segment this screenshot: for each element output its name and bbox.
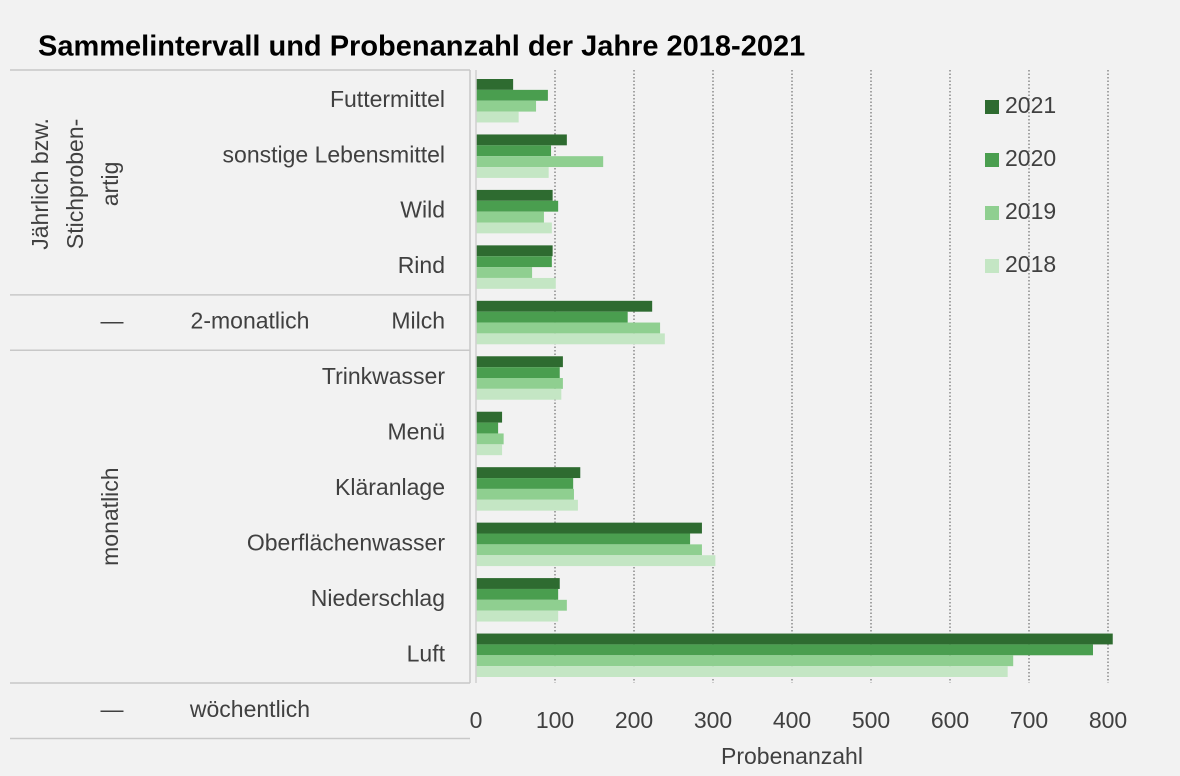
bar	[476, 499, 578, 511]
bar	[476, 655, 1014, 667]
group-label: 2-monatlich	[191, 308, 310, 334]
bar	[476, 100, 537, 112]
bar	[476, 367, 560, 378]
bar	[476, 555, 716, 567]
bar	[476, 222, 552, 234]
bar	[476, 145, 552, 157]
bar	[476, 488, 574, 500]
bar	[476, 544, 702, 556]
legend-swatch	[985, 206, 999, 220]
bar	[476, 89, 548, 101]
bar	[476, 322, 661, 334]
group-label: monatlich	[97, 467, 123, 565]
bar	[476, 111, 519, 123]
category-label: Menü	[387, 419, 445, 445]
chart-title: Sammelintervall und Probenanzahl der Jah…	[38, 31, 805, 63]
x-tick-label: 400	[773, 707, 811, 733]
x-tick-label: 200	[615, 707, 653, 733]
bar	[476, 633, 1113, 645]
bar	[476, 245, 553, 257]
category-label: Niederschlag	[311, 585, 445, 611]
category-label: sonstige Lebensmittel	[223, 141, 445, 167]
bar	[476, 644, 1093, 656]
group-dash: —	[101, 696, 124, 722]
bar	[476, 79, 514, 90]
legend-swatch	[985, 100, 999, 114]
bar	[476, 522, 702, 534]
x-tick-label: 0	[470, 707, 483, 733]
group-dash: —	[101, 308, 124, 334]
bar	[476, 356, 563, 368]
bar	[476, 467, 581, 479]
bar	[476, 378, 563, 389]
category-label: Rind	[398, 252, 445, 278]
group-label: wöchentlich	[189, 696, 310, 722]
bar	[476, 666, 1008, 677]
legend-label: 2020	[1005, 145, 1056, 171]
bar	[476, 588, 559, 600]
bar	[476, 578, 560, 589]
bar	[476, 599, 567, 611]
x-tick-label: 100	[536, 707, 574, 733]
bar	[476, 167, 549, 178]
legend-label: 2021	[1005, 92, 1056, 118]
category-label: Wild	[400, 197, 445, 223]
bar	[476, 277, 556, 289]
category-label: Oberflächenwasser	[247, 529, 445, 555]
bar	[476, 189, 553, 201]
bar	[476, 267, 533, 278]
category-label: Milch	[391, 308, 445, 334]
category-label: Luft	[407, 640, 446, 666]
bar	[476, 610, 559, 622]
bar	[476, 211, 544, 223]
bar	[476, 256, 552, 268]
bar	[476, 200, 559, 212]
bar	[476, 156, 604, 168]
x-axis-title: Probenanzahl	[721, 743, 863, 769]
bar	[476, 444, 503, 456]
category-label: Trinkwasser	[322, 363, 445, 389]
bar	[476, 300, 653, 312]
x-tick-label: 700	[1010, 707, 1048, 733]
x-tick-label: 300	[694, 707, 732, 733]
bar	[476, 478, 574, 489]
legend-swatch	[985, 153, 999, 167]
group-label: Stichproben-	[62, 119, 88, 249]
bar	[476, 388, 562, 400]
legend-label: 2018	[1005, 251, 1056, 277]
category-label: Kläranlage	[335, 474, 445, 500]
bar	[476, 134, 567, 146]
legend-swatch	[985, 259, 999, 273]
x-tick-label: 600	[931, 707, 969, 733]
bar	[476, 333, 665, 345]
bar	[476, 533, 691, 545]
bar	[476, 422, 499, 434]
bar	[476, 433, 504, 445]
legend-label: 2019	[1005, 198, 1056, 224]
x-tick-label: 500	[852, 707, 890, 733]
bar	[476, 311, 628, 323]
bar	[476, 411, 503, 423]
group-label: artig	[97, 162, 123, 207]
group-label: Jährlich bzw.	[27, 118, 53, 250]
x-tick-label: 800	[1089, 707, 1127, 733]
category-label: Futtermittel	[330, 86, 445, 112]
